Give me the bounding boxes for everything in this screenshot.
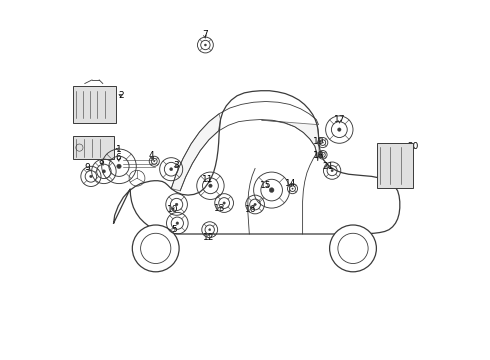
- Text: 13: 13: [214, 203, 225, 212]
- Text: 21: 21: [322, 162, 334, 171]
- Text: 8: 8: [98, 157, 104, 166]
- Circle shape: [132, 225, 179, 272]
- Circle shape: [338, 128, 341, 131]
- Circle shape: [209, 229, 211, 231]
- Text: 19: 19: [313, 137, 324, 146]
- Text: 1: 1: [116, 145, 122, 154]
- Text: 6: 6: [116, 153, 121, 162]
- Circle shape: [292, 188, 293, 189]
- Circle shape: [176, 222, 179, 225]
- Circle shape: [331, 170, 333, 172]
- Circle shape: [322, 154, 323, 156]
- Text: 7: 7: [202, 30, 208, 39]
- Circle shape: [254, 203, 256, 206]
- Circle shape: [90, 175, 92, 178]
- Text: 15: 15: [260, 180, 271, 189]
- Text: 9: 9: [84, 163, 90, 172]
- Text: 5: 5: [171, 225, 176, 234]
- Text: 2: 2: [118, 91, 123, 100]
- Circle shape: [223, 202, 225, 204]
- Polygon shape: [114, 91, 400, 234]
- Text: 17: 17: [334, 115, 345, 124]
- Text: 16: 16: [245, 205, 256, 214]
- Circle shape: [154, 161, 155, 162]
- Polygon shape: [171, 114, 220, 191]
- Circle shape: [330, 225, 376, 272]
- Circle shape: [322, 142, 323, 143]
- Circle shape: [175, 203, 178, 206]
- Circle shape: [170, 168, 172, 171]
- FancyBboxPatch shape: [74, 136, 114, 159]
- FancyBboxPatch shape: [377, 143, 413, 188]
- FancyBboxPatch shape: [74, 86, 116, 123]
- Text: 14: 14: [285, 179, 296, 188]
- Text: 20: 20: [408, 141, 419, 150]
- Text: 18: 18: [313, 151, 324, 160]
- Polygon shape: [262, 120, 319, 161]
- Circle shape: [102, 170, 105, 173]
- Circle shape: [117, 164, 121, 168]
- Circle shape: [204, 44, 206, 46]
- Text: 4: 4: [148, 151, 154, 160]
- Circle shape: [270, 188, 274, 193]
- Text: 12: 12: [202, 233, 214, 242]
- Text: 11: 11: [202, 175, 213, 184]
- Text: 3: 3: [174, 161, 179, 170]
- Text: 10: 10: [167, 205, 178, 214]
- Circle shape: [209, 184, 212, 188]
